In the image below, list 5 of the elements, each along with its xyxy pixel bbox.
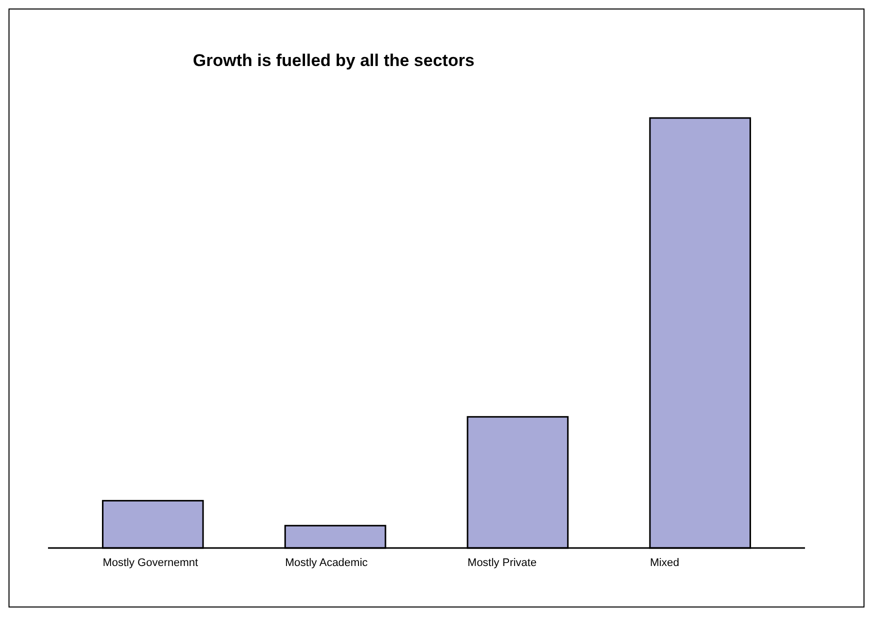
x-tick-label: Mostly Academic [285,557,368,569]
x-tick-label: Mixed [650,557,680,569]
chart-title: Growth is fuelled by all the sectors [192,51,474,70]
x-tick-label: Mostly Governemnt [102,557,198,569]
x-tick-label: Mostly Private [468,557,537,569]
